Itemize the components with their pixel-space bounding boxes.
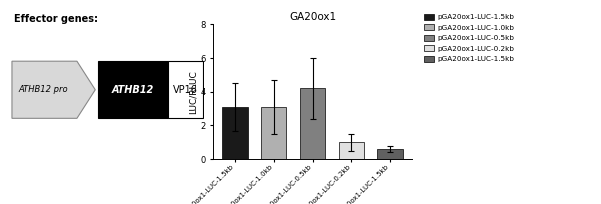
Bar xyxy=(300,89,325,159)
Text: VP16: VP16 xyxy=(173,85,198,95)
FancyBboxPatch shape xyxy=(98,61,168,118)
Bar xyxy=(339,142,364,159)
Bar xyxy=(222,107,248,159)
Bar xyxy=(261,107,286,159)
FancyBboxPatch shape xyxy=(168,61,203,118)
Y-axis label: LUC/RLUC: LUC/RLUC xyxy=(189,70,198,114)
Legend: pGA20ox1-LUC-1.5kb, pGA20ox1-LUC-1.0kb, pGA20ox1-LUC-0.5kb, pGA20ox1-LUC-0.2kb, : pGA20ox1-LUC-1.5kb, pGA20ox1-LUC-1.0kb, … xyxy=(424,14,514,62)
Text: Effector genes:: Effector genes: xyxy=(14,14,98,24)
Bar xyxy=(377,149,403,159)
Text: ATHB12 pro: ATHB12 pro xyxy=(18,85,67,94)
Title: GA20ox1: GA20ox1 xyxy=(289,12,336,22)
Polygon shape xyxy=(12,61,95,118)
Text: ATHB12: ATHB12 xyxy=(112,85,154,95)
